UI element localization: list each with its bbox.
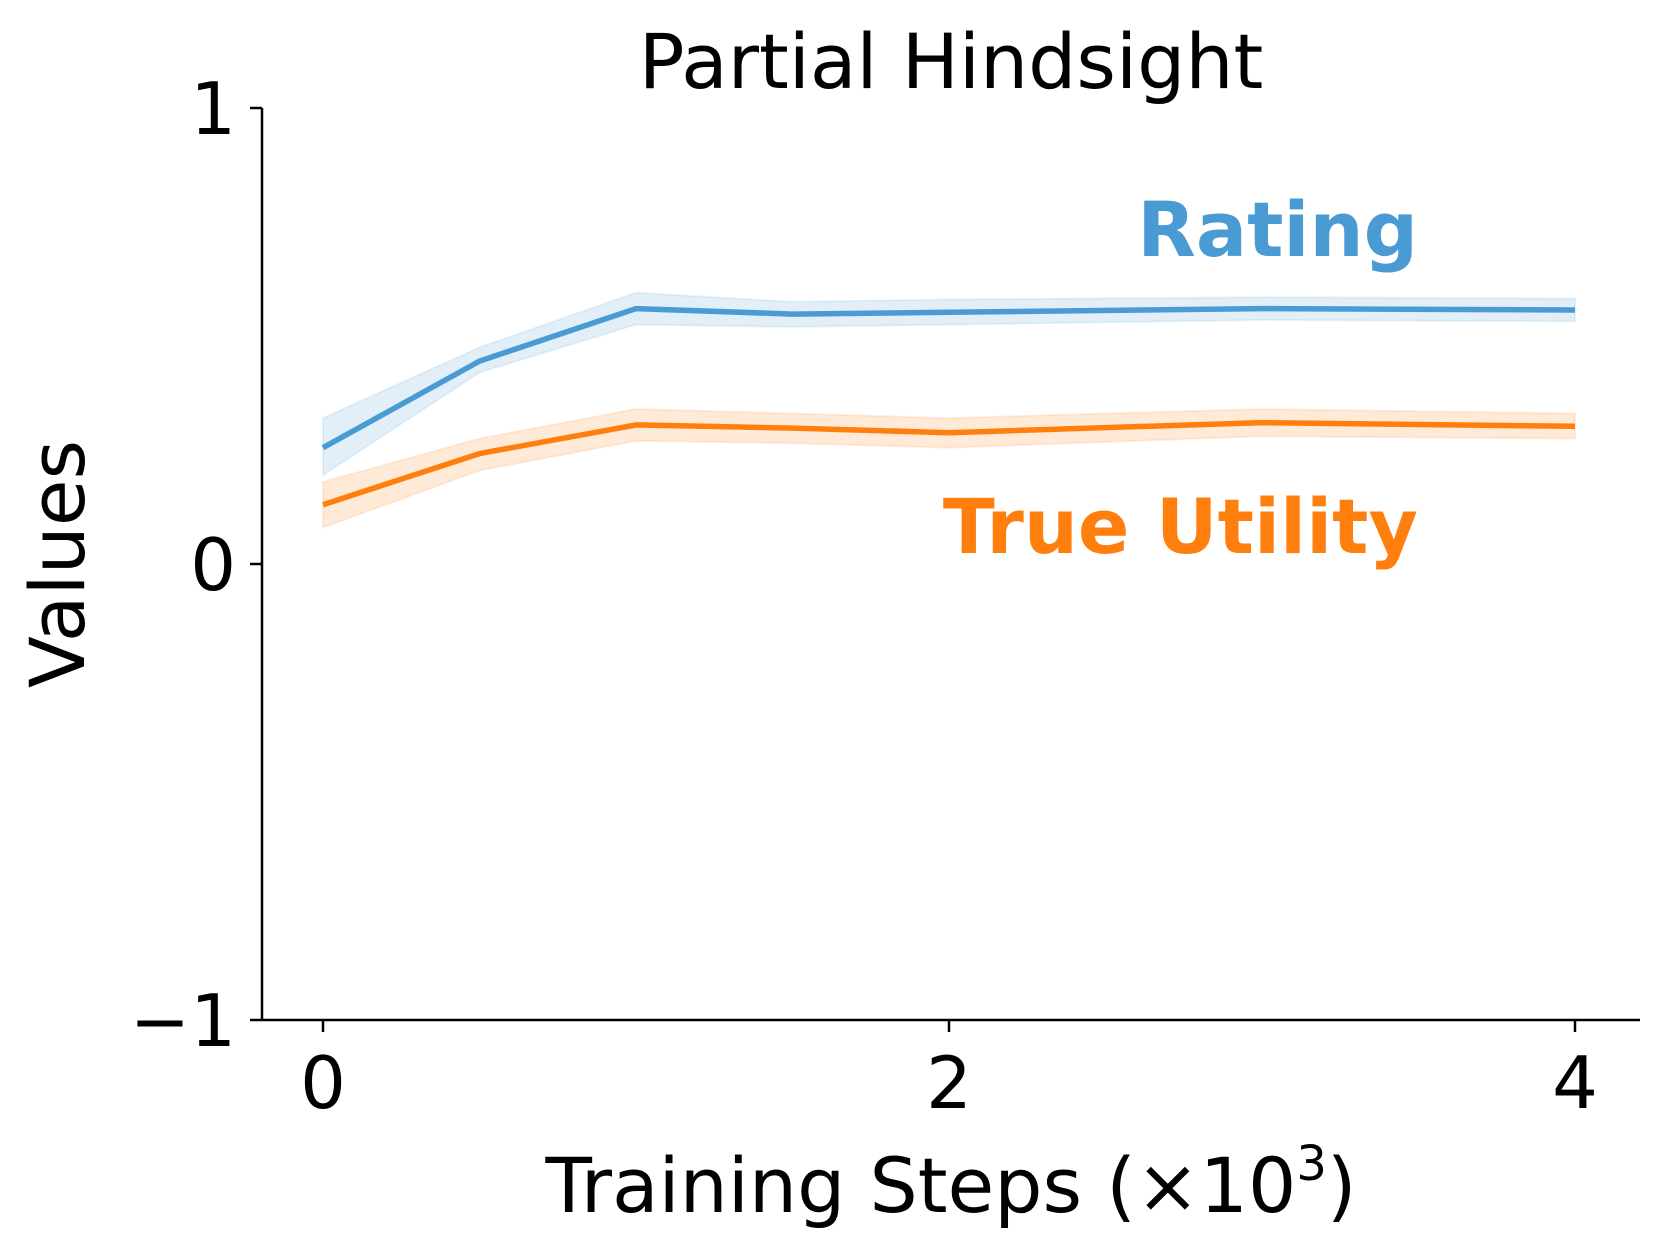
series-label-rating: Rating <box>1137 185 1418 274</box>
x-axis-ticks: 0 2 4 <box>300 1020 1598 1125</box>
x-tick-label: 0 <box>300 1041 346 1125</box>
series-line-true-utility <box>322 419 1576 508</box>
y-tick-label: 0 <box>190 523 236 607</box>
series-label-true-utility: True Utility <box>943 482 1418 571</box>
confidence-band-true-utility <box>322 407 1576 529</box>
y-tick-label: 1 <box>190 67 236 151</box>
y-tick-label: −1 <box>130 979 236 1063</box>
y-axis-label: Values <box>13 440 102 688</box>
y-axis-ticks: −1 0 1 <box>130 67 262 1063</box>
x-axis-label: Training Steps (×103) <box>544 1136 1356 1230</box>
x-tick-label: 4 <box>1552 1041 1598 1125</box>
chart-title: Partial Hindsight <box>639 17 1264 106</box>
x-axis-label-text: Training Steps (×10 <box>544 1141 1296 1230</box>
x-axis-label-exponent: 3 <box>1296 1136 1327 1192</box>
series-line-rating <box>321 305 1576 451</box>
series-lines <box>321 305 1576 508</box>
x-axis-label-close: ) <box>1327 1141 1357 1230</box>
x-tick-label: 2 <box>926 1041 972 1125</box>
